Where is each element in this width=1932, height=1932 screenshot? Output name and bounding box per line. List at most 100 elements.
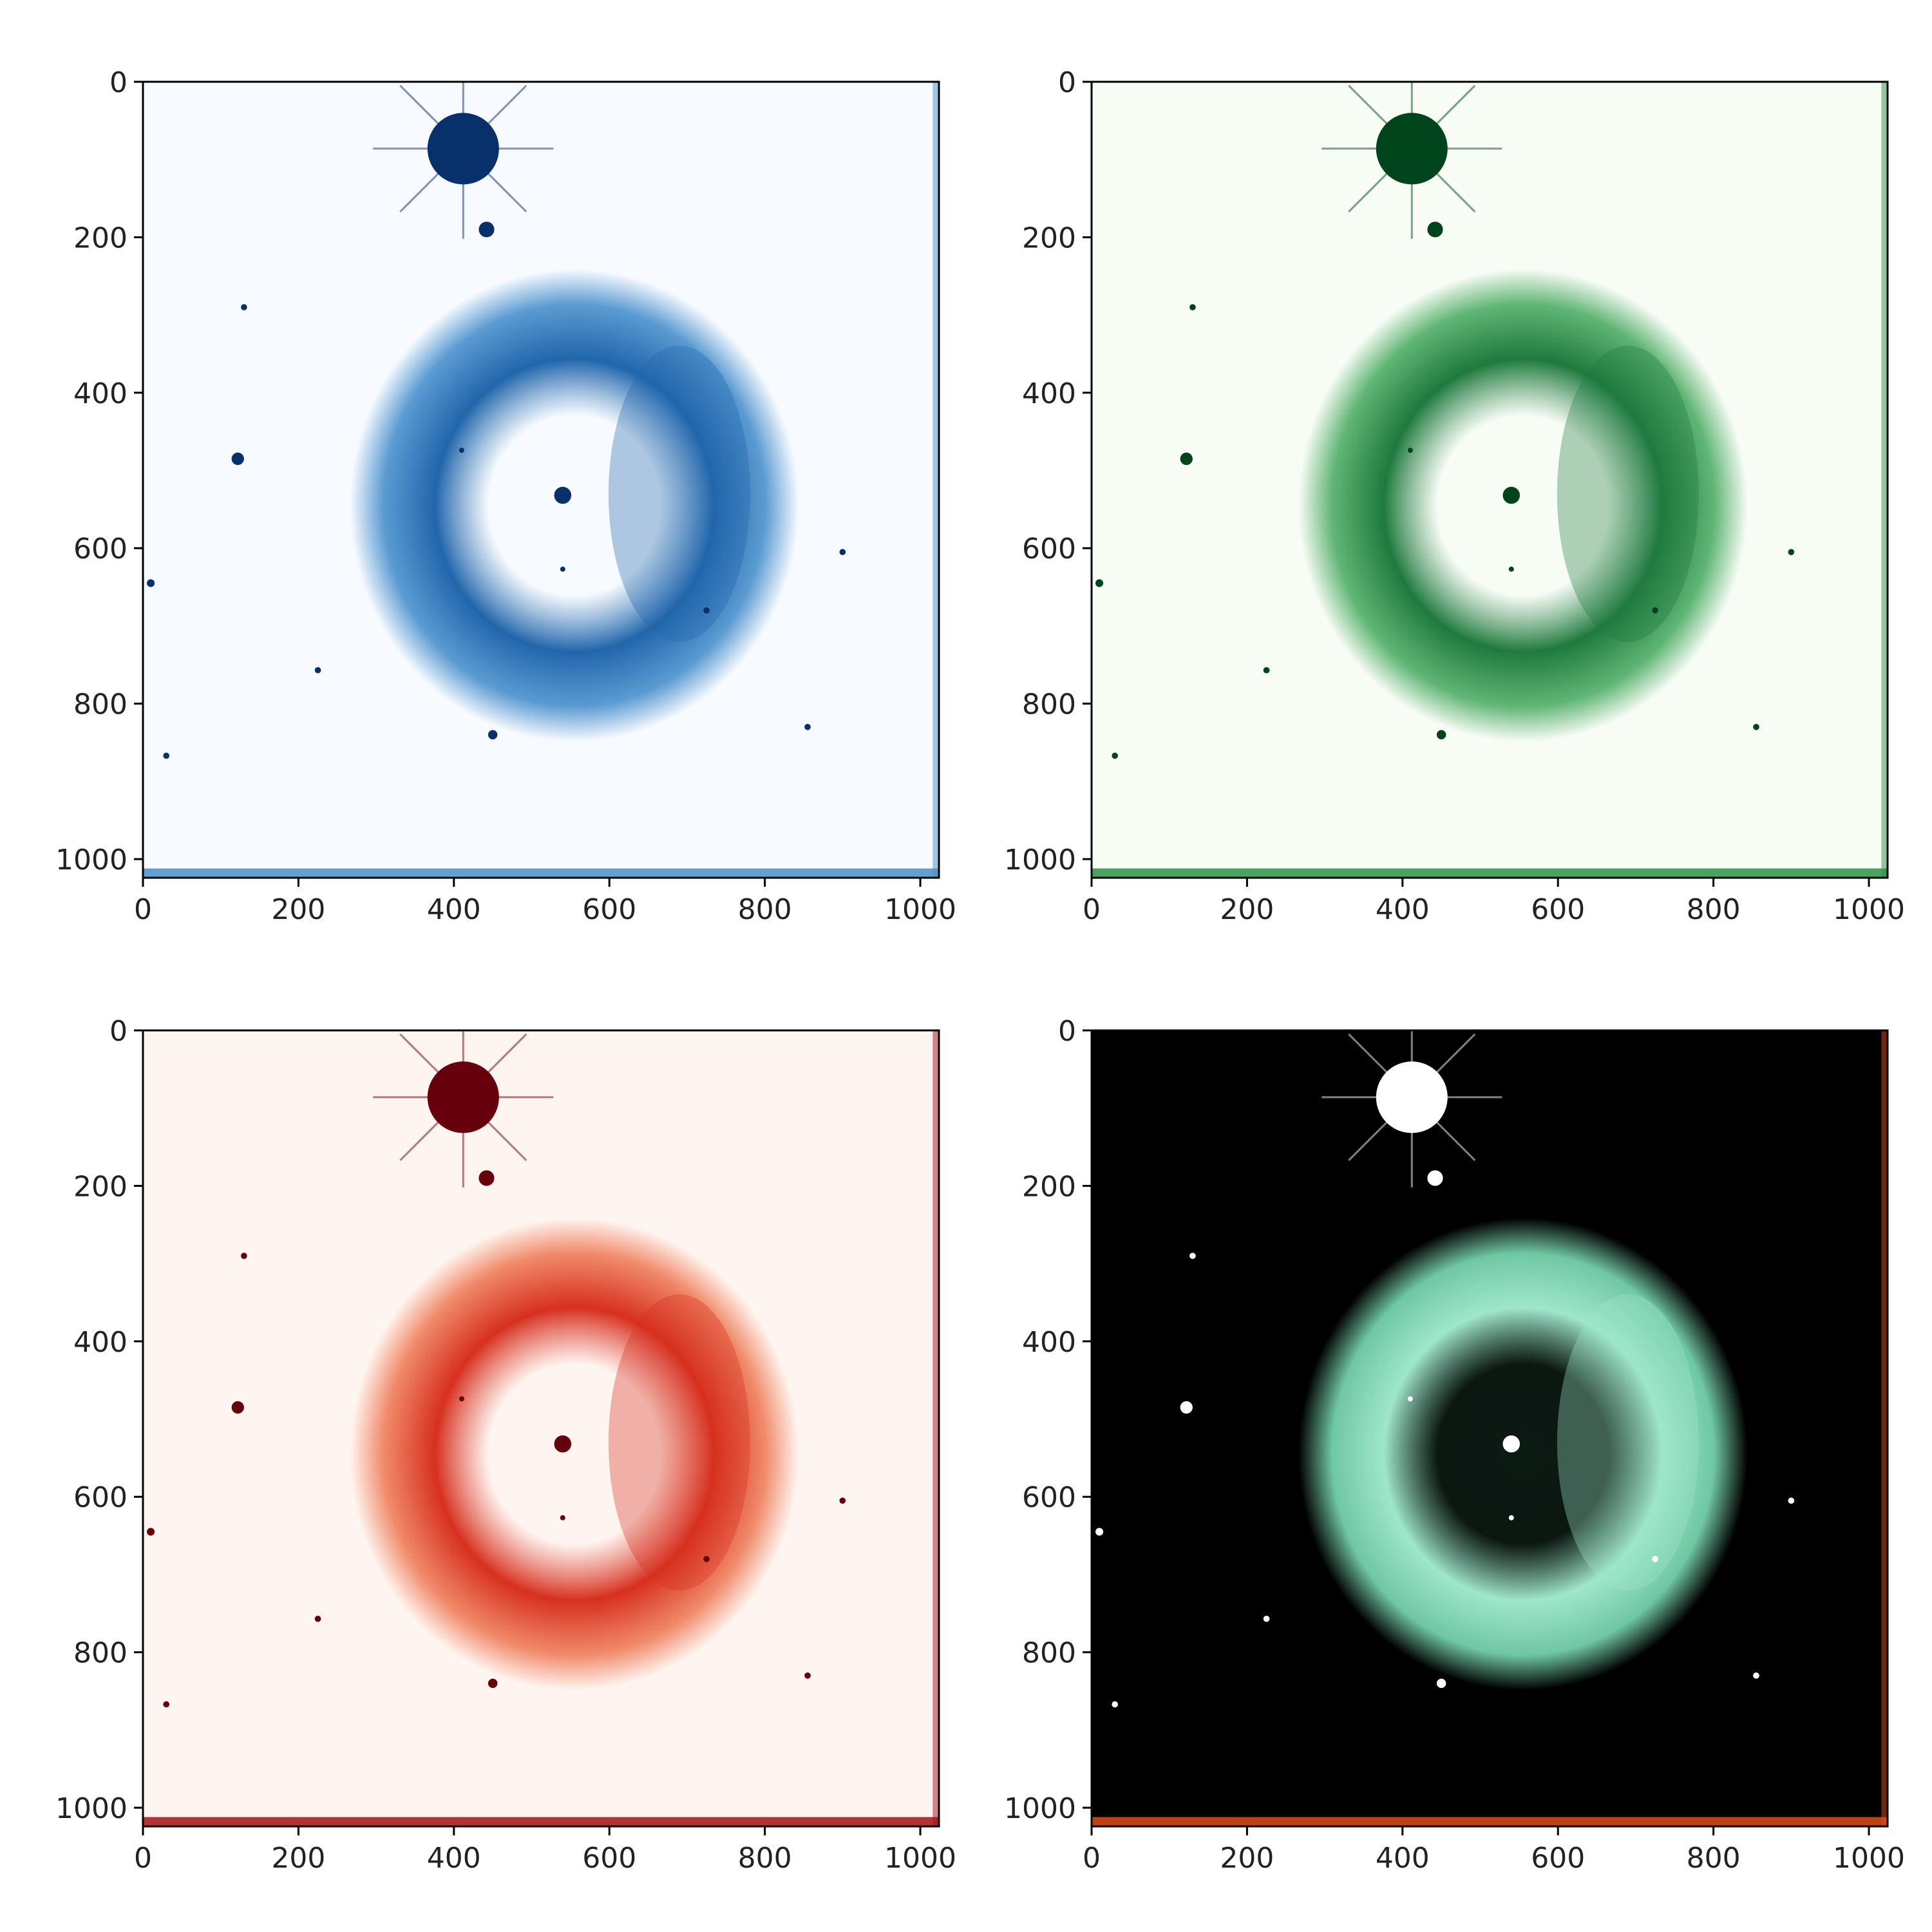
y-tick-label: 800 — [73, 688, 128, 721]
y-tick-label: 400 — [1022, 377, 1076, 410]
star — [147, 579, 155, 587]
star — [1753, 724, 1759, 730]
y-tick-label: 800 — [73, 1637, 128, 1670]
star — [1436, 1678, 1446, 1689]
nebula-lobe — [608, 1294, 750, 1591]
y-tick-label: 0 — [109, 1015, 128, 1048]
star — [1189, 304, 1196, 310]
star — [804, 1672, 811, 1679]
nebula-ring — [349, 1217, 799, 1690]
x-tick-label: 200 — [271, 893, 325, 926]
star — [804, 724, 811, 730]
star — [1753, 1672, 1759, 1679]
star-spike — [399, 1033, 527, 1161]
star-spike — [1348, 84, 1476, 213]
star — [241, 1253, 247, 1259]
x-tick-label: 600 — [1531, 893, 1585, 926]
x-tick-label: 400 — [1376, 893, 1430, 926]
star — [147, 1528, 155, 1536]
x-tick-label: 200 — [271, 1842, 325, 1875]
x-tick-label: 1000 — [884, 893, 956, 926]
image-green — [1092, 82, 1888, 878]
x-tick-label: 600 — [1531, 1842, 1585, 1875]
x-tick-label: 0 — [1083, 1842, 1101, 1875]
nebula-lobe — [1557, 345, 1699, 642]
nebula-lobe — [1557, 1294, 1699, 1591]
x-tick-label: 200 — [1220, 1842, 1274, 1875]
star — [488, 1678, 498, 1689]
star — [1508, 1515, 1514, 1520]
star — [1436, 730, 1446, 740]
star — [703, 607, 710, 614]
x-tick-label: 400 — [1376, 1842, 1430, 1875]
y-tick-label: 200 — [1022, 1170, 1076, 1203]
image-edge-bottom — [1092, 868, 1888, 878]
x-tick-label: 800 — [1687, 1842, 1741, 1875]
star — [1427, 222, 1443, 238]
y-tick-label: 400 — [73, 1326, 128, 1359]
x-tick-label: 0 — [1083, 893, 1101, 926]
x-tick-label: 1000 — [1833, 893, 1905, 926]
star — [1407, 448, 1413, 453]
star — [554, 486, 572, 504]
star — [163, 752, 170, 759]
axes-frame — [142, 80, 940, 879]
image-rgb — [1092, 1030, 1888, 1826]
nebula-ring — [349, 269, 799, 742]
x-tick-label: 1000 — [1833, 1842, 1905, 1875]
y-tick-label: 600 — [73, 533, 128, 565]
axes-frame — [142, 1029, 940, 1828]
y-tick-label: 800 — [1022, 1637, 1076, 1670]
y-tick-label: 800 — [1022, 688, 1076, 721]
star — [459, 448, 464, 453]
star — [560, 566, 565, 572]
y-tick-label: 0 — [1058, 1015, 1076, 1048]
y-tick-label: 200 — [1022, 222, 1076, 254]
star — [1263, 1615, 1270, 1622]
star — [1652, 607, 1658, 614]
axes-frame — [1090, 80, 1889, 879]
star — [1095, 579, 1104, 587]
star — [1427, 1170, 1443, 1186]
image-edge-bottom — [1092, 1817, 1888, 1826]
image-edge-bottom — [143, 1817, 939, 1826]
x-tick-label: 0 — [134, 1842, 152, 1875]
star — [1189, 1253, 1196, 1259]
y-tick-label: 0 — [1058, 66, 1076, 99]
y-tick-label: 1000 — [1004, 844, 1076, 876]
star — [1180, 452, 1193, 466]
star — [839, 1497, 846, 1504]
star — [1502, 486, 1520, 504]
y-tick-label: 200 — [73, 1170, 128, 1203]
star — [314, 1615, 321, 1622]
y-tick-label: 1000 — [55, 1792, 128, 1825]
star — [1112, 752, 1119, 759]
star — [1263, 667, 1270, 674]
star — [459, 1396, 464, 1402]
star — [554, 1435, 572, 1453]
star — [1788, 549, 1795, 556]
y-tick-label: 200 — [73, 222, 128, 254]
star — [1407, 1396, 1413, 1402]
star — [488, 730, 498, 740]
star — [478, 222, 495, 238]
nebula-lobe — [608, 345, 750, 642]
star — [703, 1555, 710, 1562]
image-edge-right — [1881, 82, 1888, 878]
image-red — [143, 1030, 939, 1826]
y-tick-label: 1000 — [55, 844, 128, 876]
nebula-ring — [1298, 1217, 1748, 1690]
star — [560, 1515, 565, 1520]
image-edge-right — [933, 1030, 939, 1826]
x-tick-label: 0 — [134, 893, 152, 926]
y-tick-label: 400 — [73, 377, 128, 410]
x-tick-label: 800 — [738, 893, 792, 926]
axes-frame — [1090, 1029, 1889, 1828]
star — [1502, 1435, 1520, 1453]
